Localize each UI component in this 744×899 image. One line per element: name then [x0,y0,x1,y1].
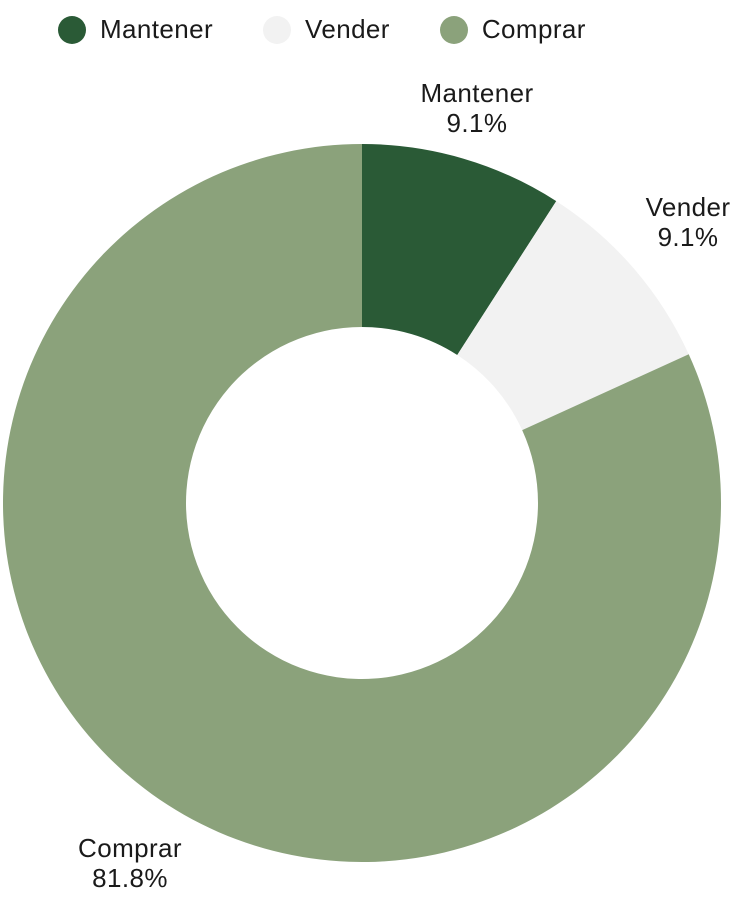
legend-label-comprar: Comprar [481,14,586,44]
slice-label-vender-pct: 9.1% [657,222,719,252]
legend-swatch-mantener-icon [58,15,86,44]
donut-slice-vender [457,201,689,431]
chart-legend: Mantener Vender Comprar [58,14,586,45]
slice-label-mantener-pct: 9.1% [446,108,508,138]
slice-label-mantener: Mantener 9.1% [420,78,533,138]
legend-swatch-comprar-icon [439,15,468,44]
slice-label-vender: Vender 9.1% [646,192,731,252]
slice-label-vender-name: Vender [645,192,731,222]
legend-item-mantener[interactable]: Mantener [58,14,213,45]
legend-label-mantener: Mantener [100,14,214,44]
slice-label-comprar: Comprar 81.8% [78,833,182,893]
donut-slice-mantener [362,144,557,355]
legend-label-vender: Vender [305,14,390,44]
legend-item-vender[interactable]: Vender [263,14,390,45]
slice-label-comprar-pct: 81.8% [92,863,168,893]
legend-swatch-vender-icon [263,15,292,44]
slice-label-mantener-name: Mantener [420,78,534,108]
donut-slice-comprar [3,144,722,862]
legend-item-comprar[interactable]: Comprar [439,14,586,45]
slice-label-comprar-name: Comprar [78,833,182,863]
